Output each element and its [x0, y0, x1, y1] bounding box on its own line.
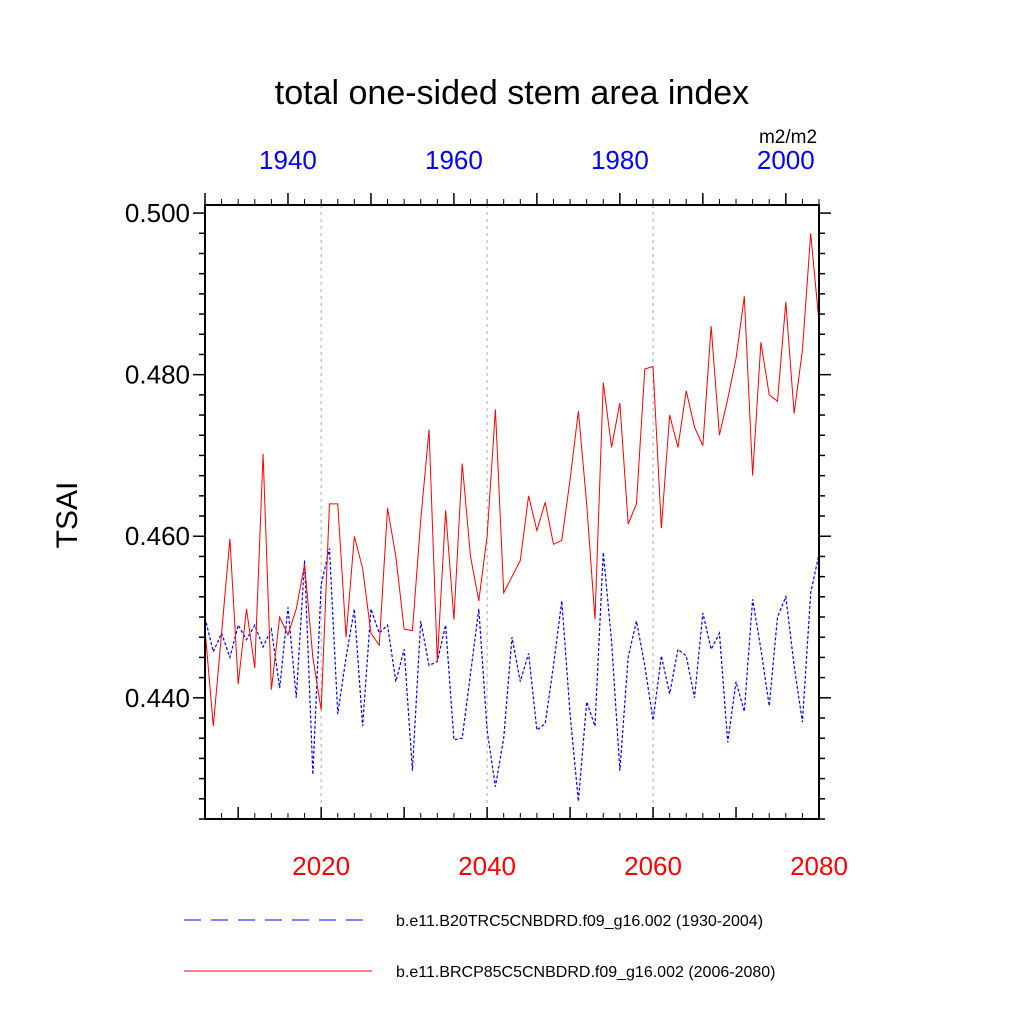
chart-title: total one-sided stem area index — [275, 74, 749, 112]
y-tick-label: 0.480 — [125, 360, 190, 390]
legend-label-historical: b.e11.B20TRC5CNBDRD.f09_g16.002 (1930-20… — [396, 913, 763, 930]
y-tick-label: 0.440 — [125, 683, 190, 713]
x-bottom-tick-label: 2060 — [624, 851, 682, 881]
plot-frame — [204, 204, 820, 820]
series-line-historical — [204, 548, 820, 802]
units-label: m2/m2 — [759, 127, 817, 148]
x-top-tick-label: 1960 — [425, 145, 483, 175]
x-top-tick-label: 1940 — [259, 145, 317, 175]
series-layer — [204, 233, 820, 802]
legend: b.e11.B20TRC5CNBDRD.f09_g16.002 (1930-20… — [184, 913, 775, 981]
x-bottom-tick-label: 2020 — [292, 851, 350, 881]
y-axis-title: TSAI — [51, 482, 84, 549]
series-line-rcp85 — [204, 233, 820, 727]
legend-label-rcp85: b.e11.BRCP85C5CNBDRD.f09_g16.002 (2006-2… — [396, 964, 775, 981]
x-bottom-tick-label: 2080 — [790, 851, 848, 881]
x-top-tick-label: 1980 — [591, 145, 649, 175]
y-tick-label: 0.500 — [125, 198, 190, 228]
x-bottom-tick-label: 2040 — [458, 851, 516, 881]
y-tick-label: 0.460 — [125, 521, 190, 551]
x-top-tick-label: 2000 — [757, 145, 815, 175]
